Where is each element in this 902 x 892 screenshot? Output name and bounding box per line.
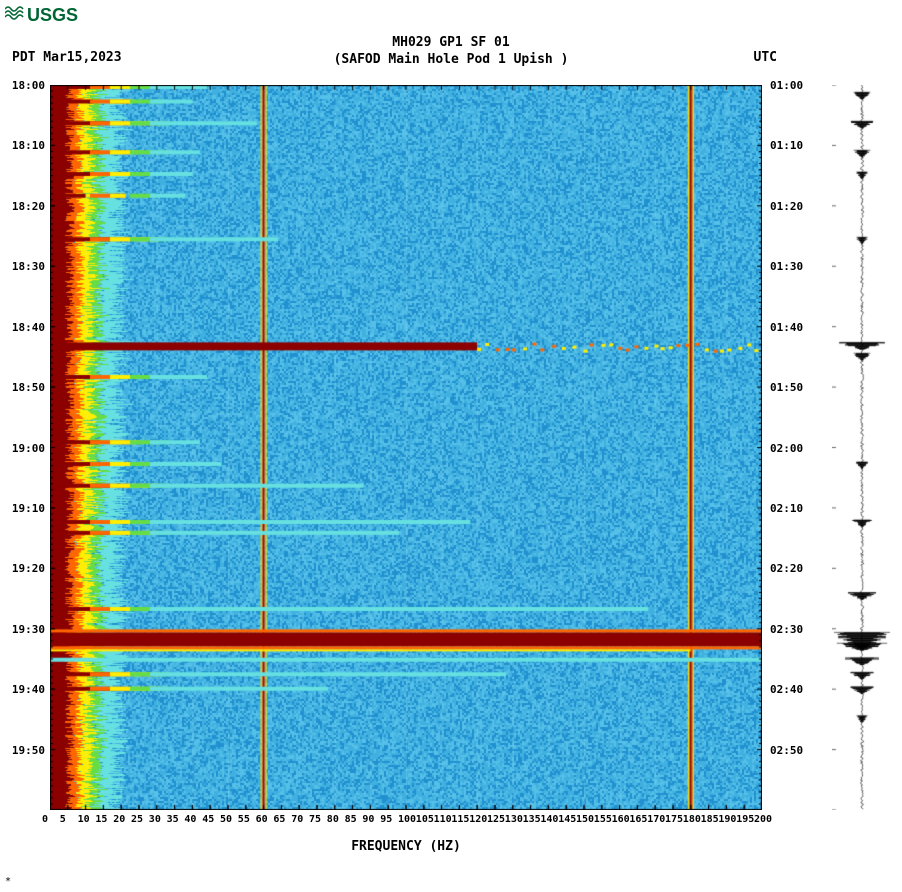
x-tick: 5 <box>60 814 66 825</box>
x-axis-title: FREQUENCY (HZ) <box>50 839 762 854</box>
x-tick: 120 <box>469 814 487 825</box>
seismogram-trace <box>832 85 892 810</box>
x-tick: 170 <box>647 814 665 825</box>
y-left-tick: 18:50 <box>12 381 45 394</box>
x-tick: 15 <box>95 814 107 825</box>
x-tick: 40 <box>184 814 196 825</box>
x-tick: 140 <box>540 814 558 825</box>
y-left-tick: 18:00 <box>12 79 45 92</box>
x-tick: 125 <box>487 814 505 825</box>
x-tick: 135 <box>523 814 541 825</box>
x-tick: 130 <box>505 814 523 825</box>
x-tick: 30 <box>149 814 161 825</box>
spectrogram-canvas <box>50 85 762 810</box>
x-tick: 145 <box>558 814 576 825</box>
x-tick: 95 <box>380 814 392 825</box>
y-left-tick: 18:30 <box>12 260 45 273</box>
y-left-tick: 19:10 <box>12 502 45 515</box>
x-tick: 165 <box>629 814 647 825</box>
y-left-tick: 19:00 <box>12 442 45 455</box>
y-right-tick: 01:20 <box>770 200 803 213</box>
x-tick: 85 <box>345 814 357 825</box>
seismogram-canvas <box>832 85 892 810</box>
x-tick: 35 <box>167 814 179 825</box>
x-tick: 25 <box>131 814 143 825</box>
y-right-tick: 01:30 <box>770 260 803 273</box>
x-tick: 115 <box>451 814 469 825</box>
x-tick: 20 <box>113 814 125 825</box>
y-right-tick: 02:00 <box>770 442 803 455</box>
x-tick: 155 <box>594 814 612 825</box>
y-right-tick: 02:50 <box>770 744 803 757</box>
logo-waves-icon <box>5 5 25 26</box>
y-left-tick: 19:50 <box>12 744 45 757</box>
y-left-tick: 18:40 <box>12 321 45 334</box>
x-tick: 200 <box>754 814 772 825</box>
y-left-tick: 19:20 <box>12 562 45 575</box>
x-tick: 105 <box>416 814 434 825</box>
x-tick: 45 <box>202 814 214 825</box>
y-right-tick: 02:30 <box>770 623 803 636</box>
y-left-tick: 18:10 <box>12 139 45 152</box>
y-right-tick: 01:00 <box>770 79 803 92</box>
footer-mark: * <box>5 876 11 887</box>
y-right-tick: 01:10 <box>770 139 803 152</box>
y-right-tick: 01:40 <box>770 321 803 334</box>
x-tick: 80 <box>327 814 339 825</box>
x-tick: 50 <box>220 814 232 825</box>
x-tick: 190 <box>718 814 736 825</box>
x-tick: 150 <box>576 814 594 825</box>
x-tick: 65 <box>273 814 285 825</box>
y-right-tick: 02:10 <box>770 502 803 515</box>
x-tick: 75 <box>309 814 321 825</box>
x-tick: 0 <box>42 814 48 825</box>
y-right-tick: 01:50 <box>770 381 803 394</box>
y-left-tick: 18:20 <box>12 200 45 213</box>
y-left-tick: 19:40 <box>12 683 45 696</box>
y-right-tick: 02:40 <box>770 683 803 696</box>
y-right-tick: 02:20 <box>770 562 803 575</box>
spectrogram-plot <box>50 85 762 810</box>
x-tick: 185 <box>701 814 719 825</box>
x-tick: 160 <box>612 814 630 825</box>
x-tick: 70 <box>291 814 303 825</box>
x-tick: 110 <box>434 814 452 825</box>
y-left-tick: 19:30 <box>12 623 45 636</box>
usgs-logo: USGS <box>5 5 78 26</box>
x-tick: 55 <box>238 814 250 825</box>
x-tick: 60 <box>256 814 268 825</box>
x-tick: 195 <box>736 814 754 825</box>
timezone-right-label: UTC <box>754 50 777 65</box>
x-tick: 10 <box>78 814 90 825</box>
x-tick: 175 <box>665 814 683 825</box>
logo-text: USGS <box>27 5 78 26</box>
timezone-left-label: PDT Mar15,2023 <box>12 50 122 65</box>
x-tick: 180 <box>683 814 701 825</box>
x-tick: 90 <box>362 814 374 825</box>
x-tick: 100 <box>398 814 416 825</box>
